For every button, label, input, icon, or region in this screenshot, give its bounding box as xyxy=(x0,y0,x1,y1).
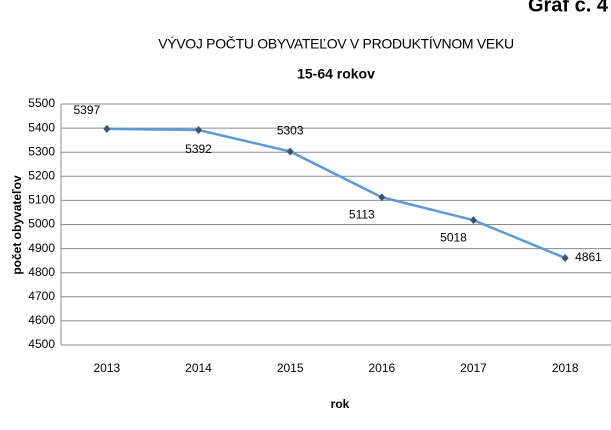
data-line xyxy=(106,127,566,260)
chart-subtitle: 15-64 rokov xyxy=(297,66,375,82)
x-tick-label: 2018 xyxy=(552,361,579,375)
y-tick-label: 4700 xyxy=(28,289,55,303)
x-tick-label: 2013 xyxy=(93,361,120,375)
data-marker xyxy=(561,253,569,262)
y-tick-label: 5300 xyxy=(28,144,55,158)
data-marker xyxy=(286,147,294,156)
chart-title: VÝVOJ POČTU OBYVATEĽOV V PRODUKTÍVNOM VE… xyxy=(158,36,514,52)
data-label: 5303 xyxy=(277,124,304,138)
x-tick-label: 2015 xyxy=(277,361,304,375)
x-tick-label: 2016 xyxy=(368,361,395,375)
data-label: 4861 xyxy=(575,250,602,264)
x-tick-label: 2017 xyxy=(460,361,487,375)
data-label: 5018 xyxy=(440,230,467,244)
data-label: 5392 xyxy=(185,142,212,156)
data-marker xyxy=(195,126,202,135)
y-tick-label: 5400 xyxy=(28,120,55,134)
data-label: 5113 xyxy=(349,207,375,221)
y-tick-label: 5000 xyxy=(28,217,55,231)
data-marker xyxy=(103,124,111,133)
x-axis-label: rok xyxy=(331,397,350,411)
data-marker xyxy=(470,216,477,225)
y-tick-label: 4600 xyxy=(28,313,55,327)
y-tick-label: 4500 xyxy=(28,337,55,351)
y-tick-label: 5100 xyxy=(28,193,55,207)
data-marker xyxy=(378,193,386,202)
y-tick-label: 5200 xyxy=(28,168,55,182)
x-tick-label: 2014 xyxy=(185,361,212,375)
figure-label: Graf č. 4 xyxy=(528,0,609,16)
y-axis-label: počet obyvateľov xyxy=(10,175,24,275)
y-tick-label: 4800 xyxy=(28,265,55,279)
y-tick-label: 5500 xyxy=(28,96,55,110)
data-label: 5397 xyxy=(73,103,100,117)
y-tick-label: 4900 xyxy=(28,241,55,255)
